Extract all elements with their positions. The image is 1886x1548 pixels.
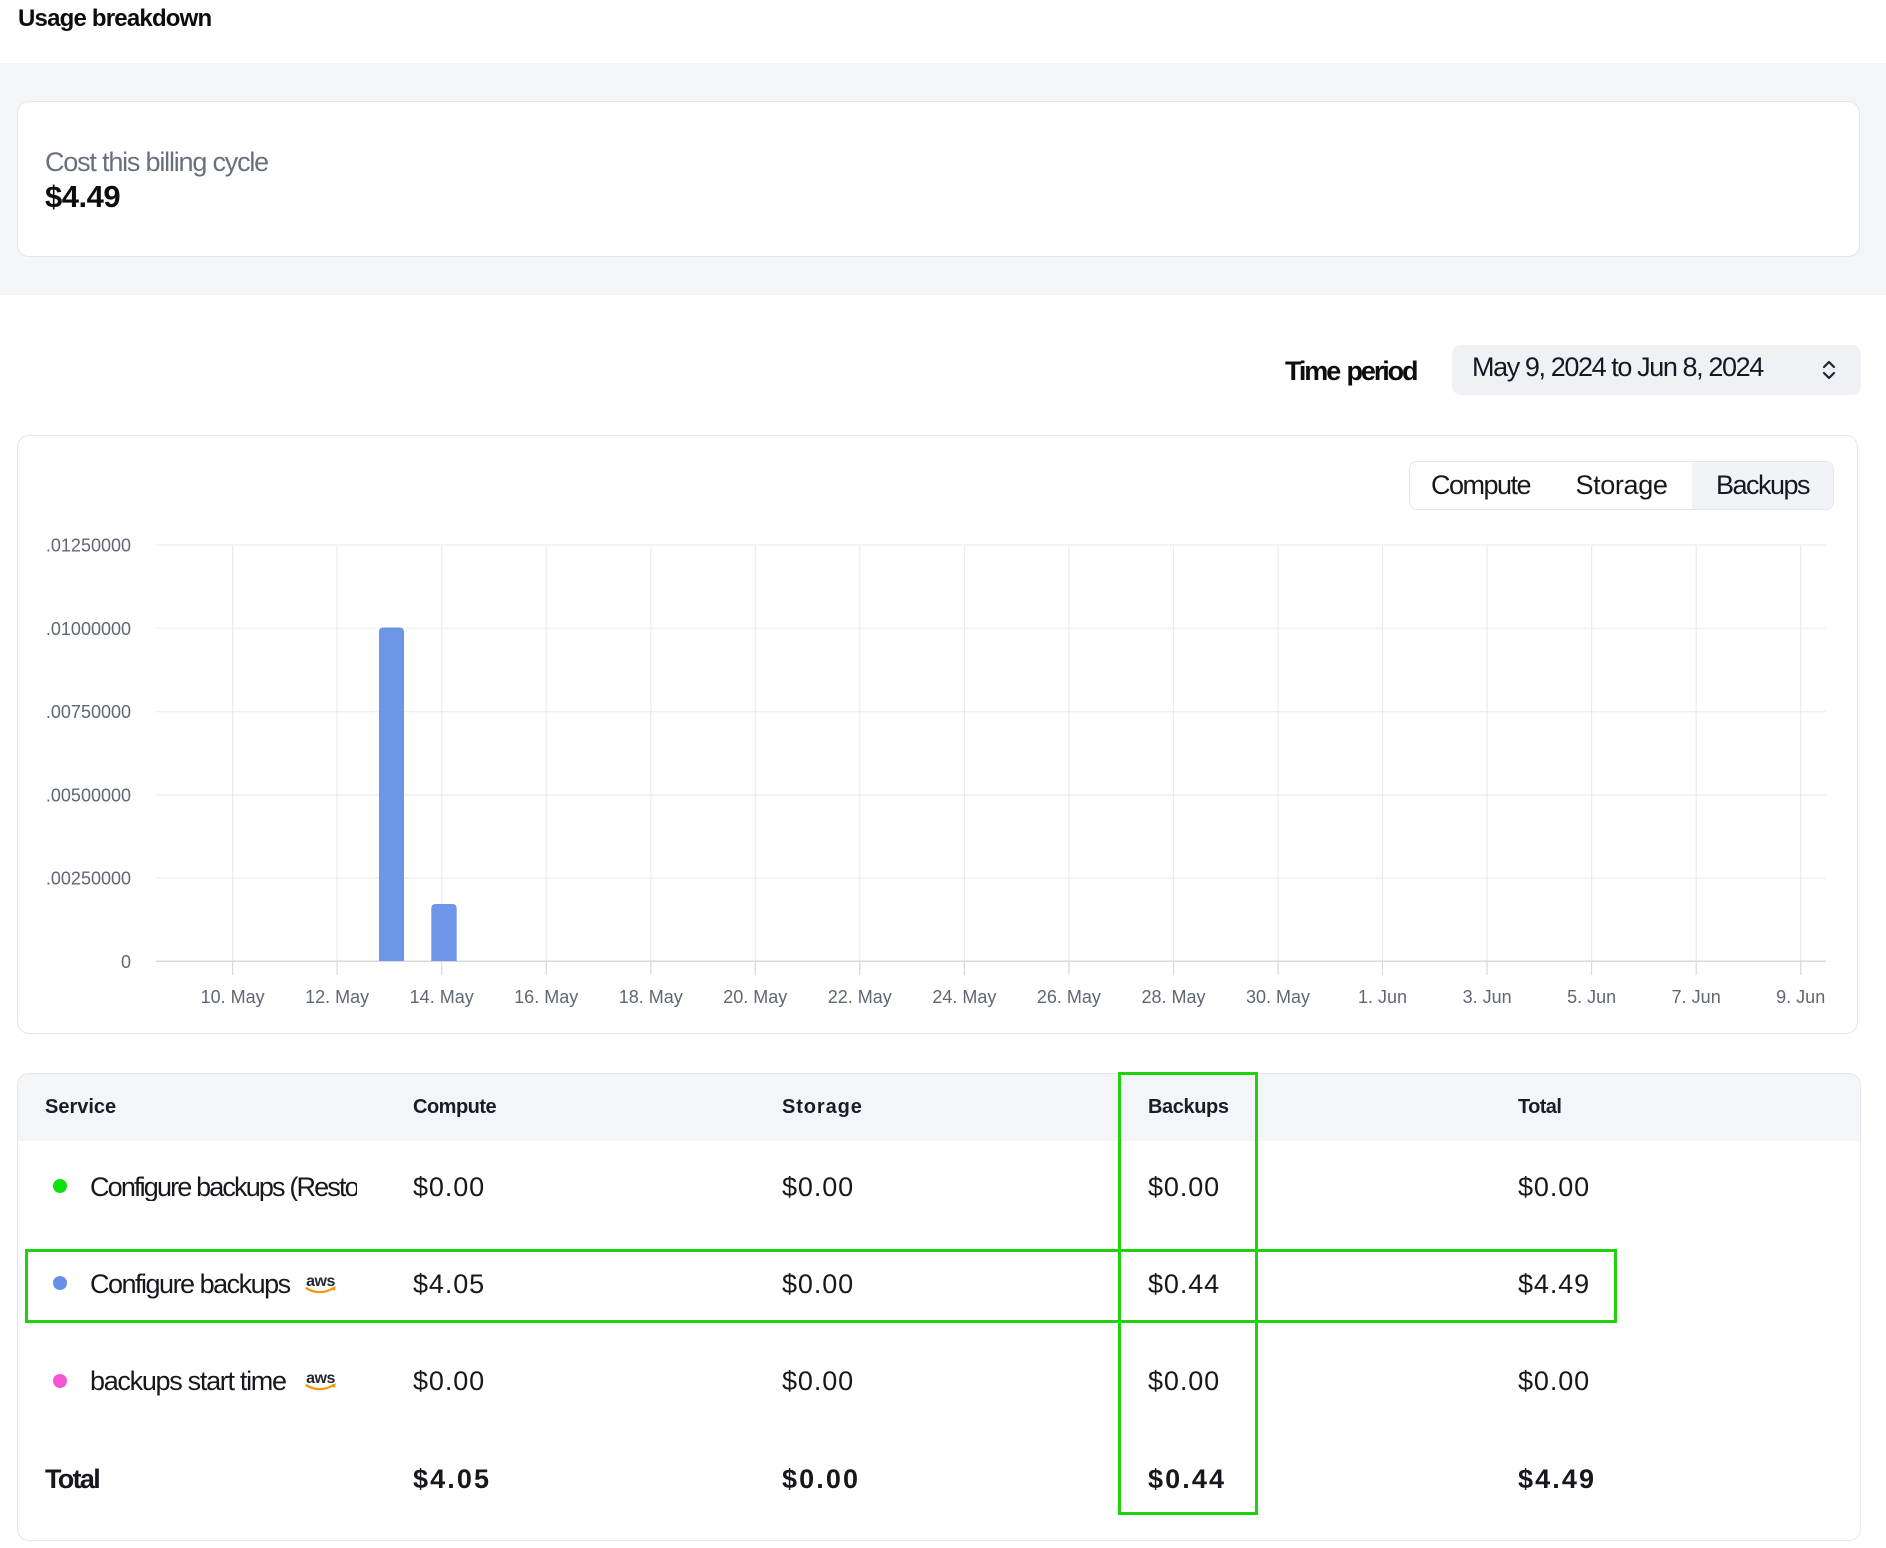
svg-text:aws: aws <box>306 1371 335 1387</box>
svg-text:3. Jun: 3. Jun <box>1463 987 1512 1007</box>
svg-text:22. May: 22. May <box>828 987 892 1007</box>
svg-text:9. Jun: 9. Jun <box>1776 987 1825 1007</box>
svg-text:20. May: 20. May <box>723 987 787 1007</box>
svg-text:16. May: 16. May <box>514 987 578 1007</box>
svg-text:0: 0 <box>121 952 131 972</box>
svg-text:7. Jun: 7. Jun <box>1672 987 1721 1007</box>
svg-text:10. May: 10. May <box>201 987 265 1007</box>
svg-text:24. May: 24. May <box>932 987 996 1007</box>
svg-text:18. May: 18. May <box>619 987 683 1007</box>
svg-text:5. Jun: 5. Jun <box>1567 987 1616 1007</box>
svg-text:1. Jun: 1. Jun <box>1358 987 1407 1007</box>
svg-text:26. May: 26. May <box>1037 987 1101 1007</box>
svg-text:14. May: 14. May <box>410 987 474 1007</box>
svg-text:aws: aws <box>306 1274 335 1290</box>
svg-text:30. May: 30. May <box>1246 987 1310 1007</box>
svg-text:.00500000: .00500000 <box>46 785 131 805</box>
svg-text:.01250000: .01250000 <box>46 536 131 556</box>
svg-text:12. May: 12. May <box>305 987 369 1007</box>
svg-text:.01000000: .01000000 <box>46 619 131 639</box>
svg-text:.00750000: .00750000 <box>46 702 131 722</box>
svg-text:28. May: 28. May <box>1141 987 1205 1007</box>
svg-text:.00250000: .00250000 <box>46 869 131 889</box>
